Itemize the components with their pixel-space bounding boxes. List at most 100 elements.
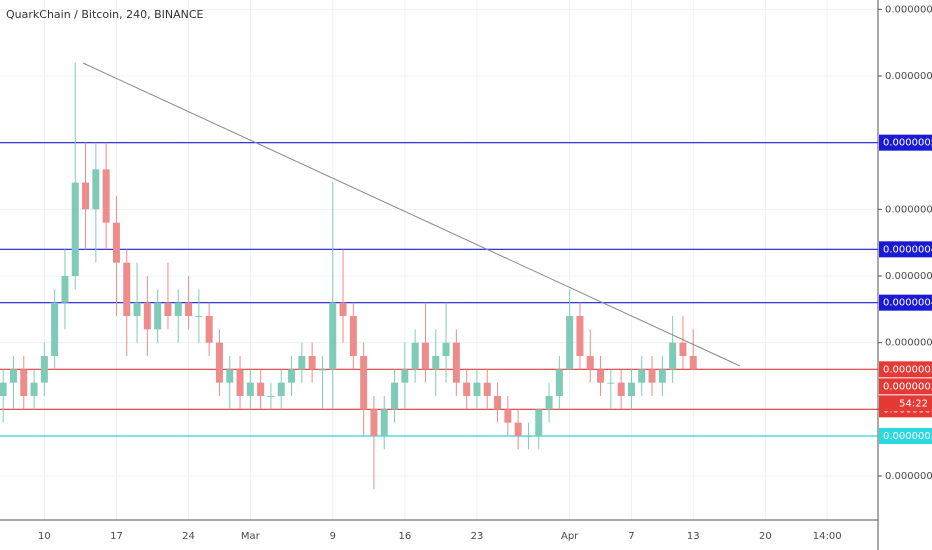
candle-body (123, 262, 131, 316)
candle-body (576, 316, 584, 356)
candle-body (40, 356, 48, 383)
candle-body (421, 342, 429, 370)
candle-body (298, 356, 306, 370)
candle-body (133, 302, 141, 316)
candle-body (195, 316, 203, 317)
y-tick-label: 0.00000030 (885, 471, 932, 482)
candle-body (174, 302, 182, 316)
candle-body (648, 369, 656, 383)
candle-body (102, 169, 110, 223)
candle-body (288, 369, 296, 383)
candle-body (473, 382, 481, 396)
level-label-box (879, 241, 932, 258)
level-label-box (879, 294, 932, 311)
candle-body (61, 276, 69, 303)
candle-body (215, 342, 223, 383)
candle-body (308, 356, 316, 370)
level-label: 0.00000043 (883, 298, 932, 309)
candle-body (452, 342, 460, 383)
candle-body (205, 316, 213, 343)
candle-body (339, 302, 347, 316)
candle-body (627, 382, 635, 396)
candle-body (483, 382, 491, 396)
candle-body (638, 369, 646, 383)
candle-body (143, 302, 151, 330)
candle-body (442, 342, 450, 356)
axis-labels: 0.000000300.00000030.000000400.000000450… (38, 4, 932, 542)
countdown-box (879, 395, 932, 412)
x-tick-label: 17 (110, 531, 123, 542)
price-axis (878, 0, 932, 550)
y-tick-label: 0.00000060 (885, 71, 932, 82)
y-tick-label: 0.00000045 (885, 271, 932, 282)
candle-body (524, 436, 532, 437)
candle-body (20, 369, 28, 396)
candle-body (555, 369, 563, 396)
candle-body (514, 422, 522, 436)
x-tick-label: 10 (38, 531, 51, 542)
y-tick-label: 0.00000065 (885, 4, 932, 15)
candle-body (360, 356, 368, 410)
x-tick-label: Apr (561, 531, 579, 542)
level-label-box (879, 428, 932, 444)
last-price-box (879, 378, 932, 395)
candle-body (82, 182, 90, 210)
countdown-label: 54:22 (899, 398, 928, 409)
candle-body (380, 409, 388, 436)
candle-body (92, 169, 100, 210)
candle-body (432, 356, 440, 370)
candle-body (71, 182, 79, 276)
candle-body (112, 222, 120, 263)
x-tick-label: 24 (182, 531, 195, 542)
candle-body (164, 302, 172, 316)
candle-body (318, 369, 326, 371)
candle-body (30, 382, 38, 396)
candle-body (246, 382, 254, 396)
candles (0, 62, 697, 490)
candle-body (267, 396, 275, 397)
candle-body (679, 342, 687, 356)
candle-body (185, 302, 193, 316)
x-tick-label: 23 (471, 531, 484, 542)
candle-body (504, 409, 512, 423)
grid (0, 0, 878, 520)
candle-body (535, 409, 543, 436)
candle-body (669, 342, 677, 370)
candle-body (257, 382, 265, 396)
candle-body (566, 316, 574, 370)
level-label: 0.00000047 (883, 244, 932, 255)
candle-body (370, 409, 378, 436)
trend-line (82, 62, 741, 367)
x-tick-label: 14:00 (813, 531, 842, 542)
x-tick-label: 7 (628, 531, 634, 542)
candle-body (154, 302, 162, 330)
x-tick-label: 20 (759, 531, 772, 542)
candle-body (329, 302, 337, 370)
level-label-box (879, 134, 932, 151)
candle-body (689, 356, 697, 370)
x-tick-label: 9 (330, 531, 336, 542)
level-label-box (879, 361, 932, 378)
candle-body (226, 369, 234, 383)
x-tick-label: 16 (398, 531, 411, 542)
candle-body (607, 382, 615, 384)
candle-body (658, 369, 666, 383)
level-label: 0.00000055 (883, 138, 932, 149)
candle-body (391, 382, 399, 410)
candle-body (277, 382, 285, 396)
candle-body (401, 369, 409, 383)
candle-body (463, 382, 471, 396)
level-label: 0.00000038 (883, 364, 932, 375)
x-tick-label: 13 (687, 531, 700, 542)
candle-body (617, 382, 625, 396)
candle-body (494, 396, 502, 410)
candle-body (51, 302, 59, 356)
level-label: 0.00000033 (883, 431, 932, 442)
y-tick-label: 0.00000040 (885, 338, 932, 349)
candle-body (586, 356, 594, 370)
candle-body (236, 369, 244, 396)
candle-body (597, 369, 605, 383)
x-tick-label: Mar (241, 531, 261, 542)
